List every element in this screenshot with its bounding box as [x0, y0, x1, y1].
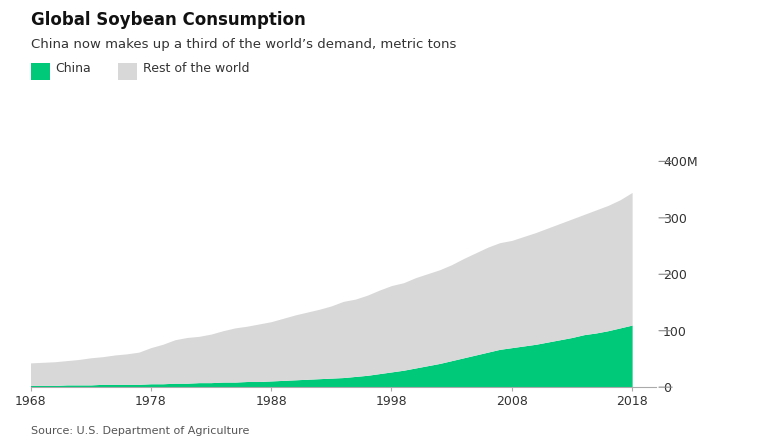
Text: Rest of the world: Rest of the world [143, 62, 250, 76]
Text: China now makes up a third of the world’s demand, metric tons: China now makes up a third of the world’… [31, 38, 456, 51]
Text: Global Soybean Consumption: Global Soybean Consumption [31, 11, 305, 29]
Text: Source: U.S. Department of Agriculture: Source: U.S. Department of Agriculture [31, 426, 249, 436]
Text: China: China [55, 62, 91, 76]
